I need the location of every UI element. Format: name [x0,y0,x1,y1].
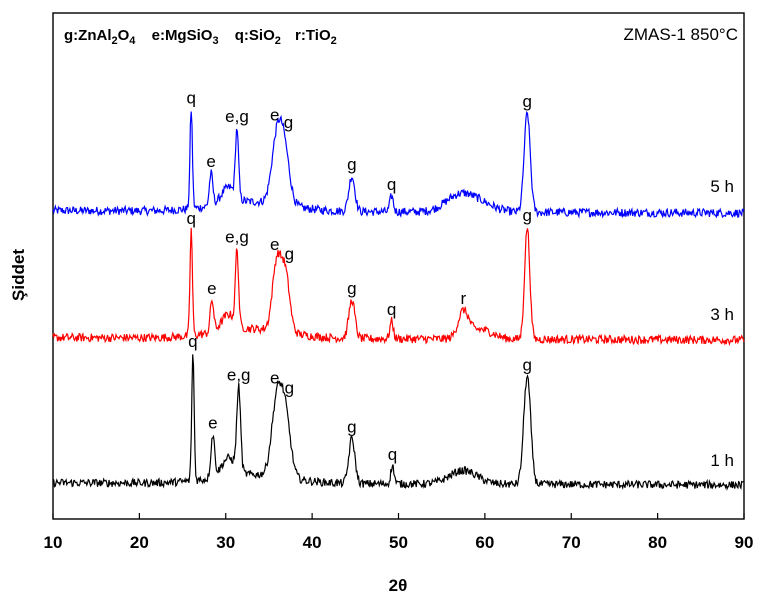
peak-label: g [347,279,356,298]
x-tick-label: 90 [735,533,754,552]
peak-label: q [387,300,396,319]
series-label-3h: 3 h [710,305,734,324]
peak-label: q [186,209,195,228]
series-line-5h [52,110,745,219]
legend-formula-r: TiO [306,27,331,44]
phase-legend: g:ZnAl2O4 e:MgSiO3 q:SiO2 r:TiO2 [64,27,337,48]
peak-label: e,g [225,228,249,247]
x-tick-label: 80 [648,533,667,552]
peak-label: g [284,113,293,132]
peak-label: g [285,379,294,398]
peak-label: e [270,368,279,387]
peak-label: q [388,445,397,464]
series-layer [52,110,745,491]
x-tick-label: 20 [130,533,149,552]
peak-label: e [270,105,279,124]
peak-label: r [460,289,466,308]
x-axis-ticks [52,513,745,519]
x-tick-label: 30 [216,533,235,552]
peak-label: g [522,206,531,225]
x-tick-label: 50 [389,533,408,552]
x-axis-title: 2θ [389,576,408,595]
peak-label: e [208,414,217,433]
series-label-5h: 5 h [710,177,734,196]
series-label-1h: 1 h [710,451,734,470]
peak-label: q [188,332,197,351]
y-axis-title: Şiddet [9,249,28,301]
x-tick-label: 70 [562,533,581,552]
peak-label: g [522,355,531,374]
legend-key-e: e [152,27,160,44]
legend-formula-q: SiO [249,27,275,44]
peak-label: g [347,155,356,174]
peak-label: q [387,175,396,194]
legend-formula-g: ZnAl [78,27,111,44]
series-time-labels: 5 h 3 h 1 h [710,177,734,470]
legend-key-q: q [235,27,244,44]
series-line-3h [52,227,745,347]
x-tick-label: 10 [44,533,63,552]
legend-formula-e: MgSiO [165,27,213,44]
legend-key-g: g [64,27,73,44]
peak-label: q [186,88,195,107]
peak-label: g [522,92,531,111]
peak-label: e,g [227,366,251,385]
peak-label: e [206,152,215,171]
peak-label: e,g [225,107,249,126]
peak-label: e [270,235,279,254]
x-axis-tick-labels: 10 20 30 40 50 60 70 80 90 [44,533,754,552]
peak-label: g [285,244,294,263]
legend-key-r: r [295,27,301,44]
peak-label: e [207,279,216,298]
chart-title: ZMAS-1 850°C [623,25,738,44]
series-line-1h [52,354,745,491]
x-tick-label: 40 [303,533,322,552]
x-tick-label: 60 [475,533,494,552]
peak-label: g [347,418,356,437]
plot-frame [52,12,745,520]
